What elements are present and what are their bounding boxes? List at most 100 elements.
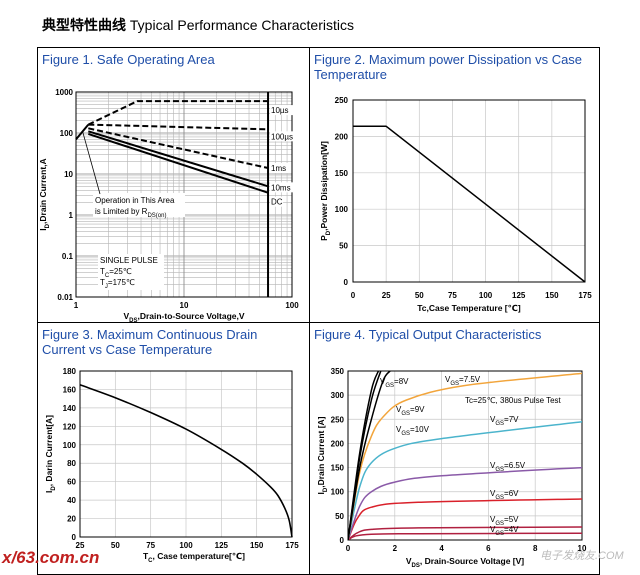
pd-y-tick: 200 — [335, 132, 349, 141]
pd-x-tick: 75 — [448, 291, 457, 300]
pd-x-tick: 0 — [351, 291, 356, 300]
grid-vertical-divider — [309, 47, 310, 575]
oc-series-line — [348, 420, 582, 540]
oc-y-tick: 50 — [335, 512, 344, 521]
id-y-label: ID, Darin Current[A] — [44, 415, 57, 493]
oc-x-label: VDS, Drain-Source Voltage [V] — [406, 556, 524, 569]
oc-series-label: VGS=10V — [396, 425, 430, 437]
oc-y-tick: 300 — [331, 391, 345, 400]
soa-series-line — [87, 100, 268, 126]
oc-x-tick: 2 — [393, 544, 398, 553]
oc-plot-frame — [347, 370, 583, 541]
pd-x-tick: 25 — [382, 291, 391, 300]
soa-series-label: 1ms — [271, 164, 286, 173]
soa-series-label: 10µs — [271, 106, 289, 115]
id-x-label: TC, Case temperature[℃] — [143, 551, 245, 564]
soa-y-tick: 0.1 — [62, 252, 74, 261]
id-y-tick: 80 — [67, 459, 76, 468]
soa-series-line — [88, 123, 269, 131]
soa-y-tick: 1 — [69, 211, 74, 220]
oc-series-label: VGS=8V — [380, 377, 409, 389]
oc-series-line — [348, 466, 582, 540]
output-characteristics-chart: 0 50 100 150 200 250 300 350 0 2 4 6 8 10 VDS, Drain-S… — [316, 367, 587, 569]
id-x-tick: 150 — [250, 541, 264, 550]
soa-y-tick: 1000 — [55, 88, 73, 97]
pd-y-label: PD,Power Dissipation[W] — [319, 141, 332, 241]
soa-y-tick: 100 — [60, 129, 74, 138]
oc-y-tick: 200 — [331, 439, 345, 448]
pd-y-tick: 50 — [339, 242, 348, 251]
id-y-tick: 60 — [67, 478, 76, 487]
soa-tc-text: TC=25℃ — [100, 267, 132, 279]
oc-x-tick: 0 — [346, 544, 351, 553]
soa-rdson-limit-line — [75, 123, 90, 141]
soa-operation-text: Operation in This Area — [95, 196, 175, 205]
pd-x-tick: 150 — [545, 291, 559, 300]
id-y-tick: 160 — [63, 385, 77, 394]
pd-y-tick: 0 — [344, 278, 349, 287]
oc-series-label: VGS=7.5V — [445, 375, 481, 387]
oc-x-tick: 8 — [533, 544, 538, 553]
soa-x-label: VDS,Drain-to-Source Voltage,V — [123, 311, 244, 324]
oc-series-line — [348, 532, 582, 540]
oc-series-label: VGS=4V — [490, 525, 519, 537]
oc-series-label: VGS=6.5V — [490, 461, 526, 473]
oc-x-tick: 6 — [486, 544, 491, 553]
id-y-tick: 20 — [67, 515, 76, 524]
figure-1-title: Figure 1. Safe Operating Area — [42, 52, 215, 67]
oc-y-tick: 0 — [340, 536, 345, 545]
soa-limited-text: is Limited by RDS(on) — [95, 207, 166, 219]
id-series-line — [79, 384, 293, 538]
power-dissipation-chart: 0 50 100 150 200 250 0 25 50 75 100 125 150 175 Tc,Cas… — [319, 96, 592, 313]
id-x-tick: 25 — [76, 541, 85, 550]
soa-x-tick: 100 — [285, 301, 299, 310]
oc-series-label: VGS=9V — [396, 405, 425, 417]
soa-y-label: ID,Drain Current,A — [38, 158, 51, 230]
id-y-tick: 100 — [63, 441, 77, 450]
page-title-cn: 典型特性曲线 — [42, 17, 126, 33]
soa-series-label-bg — [270, 163, 289, 174]
figure-2-title: Figure 2. Maximum power Dissipation vs C… — [314, 52, 583, 82]
soa-y-tick: 0.01 — [57, 293, 73, 302]
figure-4-title: Figure 4. Typical Output Characteristics — [314, 327, 542, 342]
pd-y-tick: 100 — [335, 205, 349, 214]
page-title: 典型特性曲线 Typical Performance Characteristi… — [42, 15, 354, 35]
oc-series-line — [348, 371, 380, 540]
oc-series-line — [348, 371, 391, 540]
oc-series-line — [348, 498, 582, 540]
oc-series-label: VGS=6V — [490, 489, 519, 501]
soa-series-label-bg — [270, 131, 299, 142]
oc-test-condition: Tc=25℃, 380us Pulse Test — [465, 396, 562, 405]
pd-y-tick: 250 — [335, 96, 349, 105]
soa-y-tick: 10 — [64, 170, 73, 179]
soa-series-label: 10ms — [271, 183, 291, 192]
id-plot-frame — [79, 370, 293, 538]
soa-series-label: DC — [271, 198, 283, 207]
soa-operation-box — [93, 193, 185, 217]
soa-series-label-bg — [270, 182, 294, 193]
id-y-tick: 0 — [72, 533, 77, 542]
figure-3-title: Figure 3. Maximum Continuous Drain Curre… — [42, 327, 258, 357]
grid-horizontal-divider — [37, 322, 600, 323]
watermark-right: 电子发烧友.COM — [540, 550, 624, 562]
oc-x-tick: 10 — [578, 544, 587, 553]
id-x-tick: 175 — [285, 541, 299, 550]
oc-y-tick: 250 — [331, 415, 345, 424]
soa-series-line — [88, 130, 269, 188]
soa-single-pulse: SINGLE PULSE — [100, 256, 158, 265]
id-y-tick: 140 — [63, 404, 77, 413]
oc-y-tick: 150 — [331, 464, 345, 473]
pd-x-label: Tc,Case Temperature [℃] — [417, 303, 521, 313]
pd-y-tick: 150 — [335, 169, 349, 178]
oc-y-tick: 100 — [331, 488, 345, 497]
oc-series-label: VGS=5V — [490, 515, 519, 527]
id-x-tick: 125 — [215, 541, 229, 550]
pd-series-line — [353, 125, 586, 283]
oc-series-label: VGS=7V — [490, 415, 519, 427]
id-y-tick: 180 — [63, 367, 77, 376]
continuous-drain-current-chart: 0 20 40 60 80 100 120 140 160 180 25 50 75 100 125 150 1… — [44, 367, 299, 564]
oc-series-line — [348, 526, 582, 540]
oc-y-tick: 350 — [331, 367, 345, 376]
soa-operation-arrow — [82, 131, 101, 195]
